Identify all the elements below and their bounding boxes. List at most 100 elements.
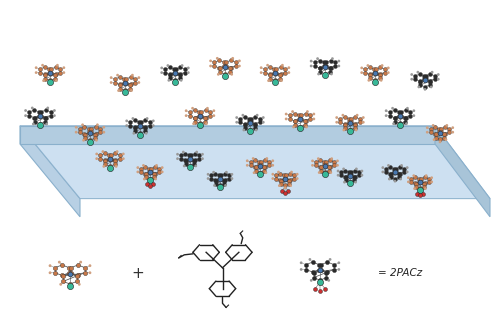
Point (416, 176, 424, 181)
Point (81, 265, 89, 270)
Point (416, 187, 424, 192)
Point (214, 72, 222, 77)
Point (350, 168, 358, 173)
Point (277, 178, 285, 183)
Point (136, 123, 144, 128)
Point (365, 78, 373, 83)
Point (371, 80, 379, 85)
Point (146, 166, 154, 171)
Point (430, 137, 438, 142)
Point (280, 173, 288, 178)
Point (322, 163, 330, 168)
Point (166, 72, 174, 77)
Point (92, 124, 100, 129)
Point (60, 65, 68, 70)
Point (221, 64, 229, 69)
Point (80, 124, 88, 129)
Point (390, 115, 398, 120)
Point (206, 110, 214, 115)
Point (110, 76, 118, 82)
Point (276, 171, 284, 176)
Point (250, 122, 258, 127)
Point (391, 170, 399, 175)
Point (232, 63, 239, 69)
Point (120, 76, 128, 82)
Point (316, 289, 324, 294)
Point (240, 127, 248, 133)
Point (171, 71, 179, 76)
Point (384, 163, 392, 168)
Point (422, 173, 430, 178)
Point (366, 76, 374, 81)
Point (441, 131, 449, 137)
Point (216, 185, 224, 190)
Point (261, 158, 269, 163)
Point (336, 120, 344, 125)
Point (420, 181, 428, 186)
Point (134, 169, 142, 174)
Point (126, 86, 134, 91)
Point (316, 66, 324, 71)
Point (307, 63, 315, 69)
Point (401, 119, 409, 124)
Point (332, 115, 340, 120)
Point (342, 168, 349, 173)
Point (330, 163, 338, 168)
Point (136, 119, 144, 125)
Point (132, 125, 140, 130)
Point (424, 179, 432, 185)
Point (244, 158, 252, 164)
Point (322, 60, 330, 65)
Point (65, 265, 73, 270)
Point (416, 71, 424, 77)
Point (210, 169, 218, 175)
Point (66, 271, 74, 276)
Point (316, 281, 324, 286)
Point (334, 158, 342, 164)
Point (386, 110, 394, 115)
Point (334, 163, 342, 168)
Point (226, 70, 234, 75)
Point (408, 179, 416, 185)
Point (246, 116, 254, 121)
Point (206, 58, 214, 64)
Point (260, 70, 268, 75)
Point (46, 71, 54, 76)
Point (304, 109, 312, 114)
Point (116, 82, 124, 88)
Point (387, 171, 395, 177)
Point (135, 75, 143, 80)
Point (228, 176, 236, 181)
Point (86, 139, 94, 144)
Point (86, 126, 94, 131)
Point (28, 105, 36, 111)
Point (400, 169, 408, 175)
Point (284, 188, 292, 194)
Point (416, 78, 424, 84)
Point (216, 58, 224, 63)
Point (42, 107, 50, 113)
Point (353, 113, 361, 118)
Point (290, 176, 298, 181)
Point (41, 119, 49, 124)
Point (190, 162, 198, 167)
Point (384, 65, 392, 71)
Point (321, 71, 329, 76)
Point (297, 267, 305, 272)
Point (257, 65, 265, 70)
Point (222, 169, 230, 175)
Point (346, 173, 354, 178)
Point (291, 119, 299, 124)
Point (146, 123, 154, 128)
Point (94, 122, 102, 127)
Point (180, 163, 188, 168)
Point (271, 71, 279, 76)
Point (340, 115, 348, 120)
Point (286, 117, 294, 122)
Point (195, 156, 203, 162)
Point (174, 156, 182, 161)
Point (396, 114, 404, 119)
Point (132, 76, 140, 82)
Point (40, 65, 48, 70)
Point (346, 179, 354, 185)
